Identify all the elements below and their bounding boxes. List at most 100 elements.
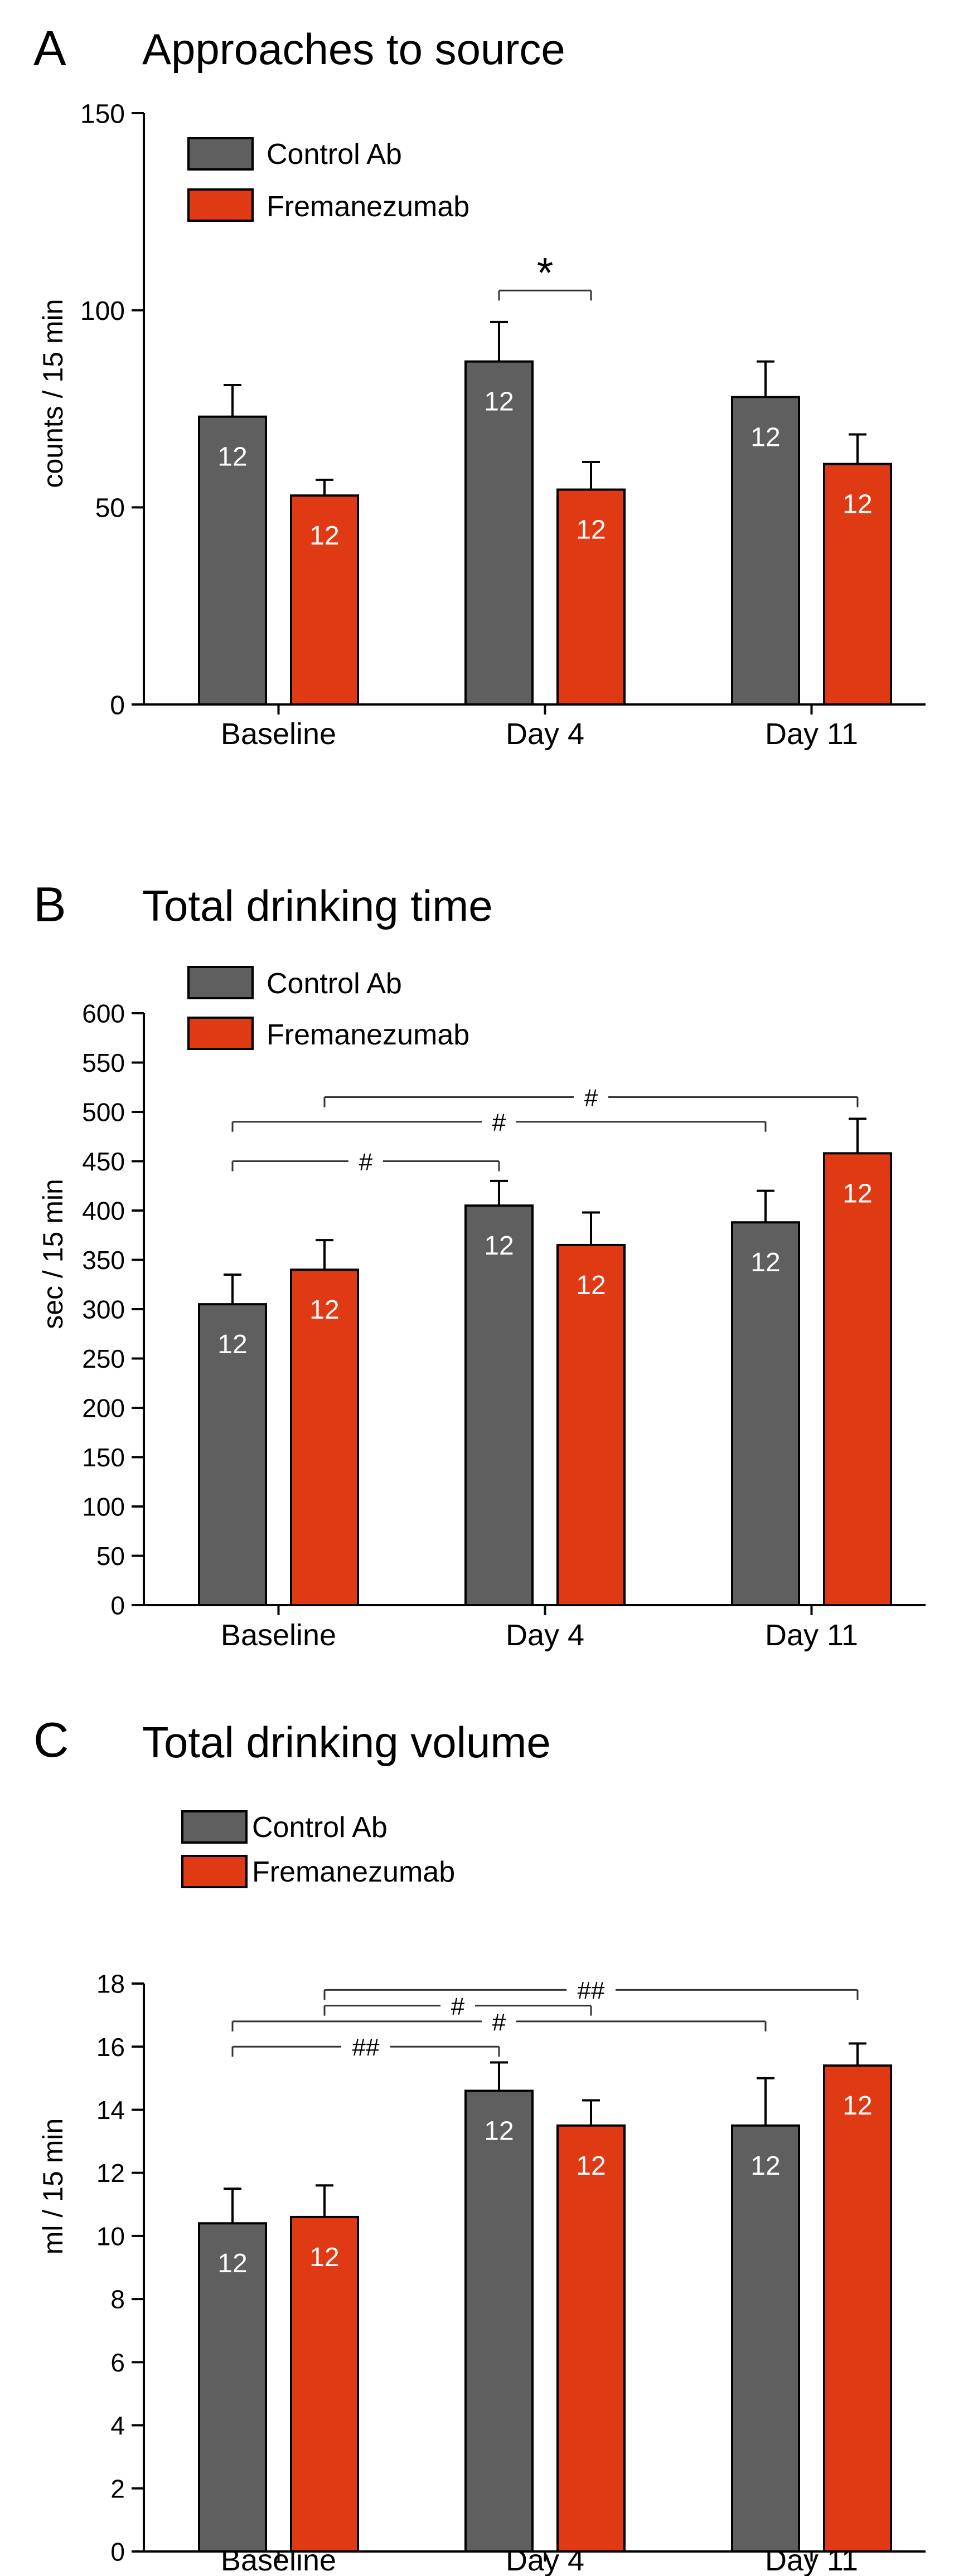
panel-c-bar: [823, 2064, 892, 2553]
panel-b-sig-label: #: [584, 1084, 598, 1111]
panel-b-legend-swatch-fremanezumab: [187, 1017, 254, 1050]
panel-b-bar: [823, 1152, 892, 1607]
panel-a-bar: [198, 415, 267, 706]
panel-b-bar: [464, 1204, 534, 1606]
panel-a-legend-label-fremanezumab: Fremanezumab: [267, 191, 469, 223]
panel-b-legend-label-control: Control Ab: [267, 968, 402, 1000]
panel-b-plot: 0 50 100 150 200 250 300 350 400 450 500 550 600 Base…: [82, 999, 926, 1652]
panel-b-ytick-label: 400: [82, 1197, 125, 1226]
panel-b-category-label: Day 4: [506, 1618, 584, 1652]
panel-c-legend-label-fremanezumab: Fremanezumab: [252, 1856, 455, 1888]
panel-c-sig-label: #: [451, 1992, 465, 2020]
panel-a-bar: [823, 463, 892, 706]
panel-b-n-label: 12: [576, 1271, 606, 1300]
panel-a-n-label: 12: [217, 443, 247, 472]
panel-a-n-label: 12: [576, 516, 606, 545]
panel-a-sig-label: *: [537, 249, 554, 297]
panel-c-bar: [290, 2215, 359, 2553]
panel-c: C Total drinking volume ml / 15 min Cont…: [33, 1712, 926, 2576]
panel-a-bar: [731, 396, 800, 706]
panel-b-bar: [290, 1268, 359, 1606]
panel-a-legend-label-control: Control Ab: [267, 138, 402, 171]
panel-b-ytick-label: 300: [82, 1295, 125, 1324]
panel-c-ytick-label: 4: [110, 2411, 125, 2440]
panel-a-legend: Control Ab Fremanezumab: [187, 137, 469, 223]
panel-b-ylabel: sec / 15 min: [37, 1179, 69, 1329]
panel-c-ytick-label: 12: [96, 2159, 125, 2188]
panel-b-legend-label-fremanezumab: Fremanezumab: [267, 1019, 469, 1051]
panel-b-ytick-label: 550: [82, 1048, 125, 1077]
panel-c-n-label: 12: [484, 2116, 514, 2146]
panel-c-n-label: 12: [309, 2243, 339, 2272]
panel-c-ytick-label: 2: [110, 2474, 125, 2503]
panel-b-bar: [198, 1303, 267, 1606]
panel-a-n-label: 12: [484, 387, 514, 417]
panel-a-category-label: Baseline: [221, 717, 336, 751]
panel-c-ytick-label: 0: [110, 2538, 125, 2567]
panel-b-n-label: 12: [217, 1330, 247, 1359]
panel-c-ylabel: ml / 15 min: [37, 2118, 69, 2255]
panel-a-plot: 0 50 100 150 Baseline Day 4 Day 11 12 12 12 12 12 12…: [80, 99, 926, 751]
panel-c-ytick-label: 6: [110, 2348, 125, 2377]
panel-a-n-label: 12: [750, 422, 780, 452]
panel-c-n-label: 12: [217, 2249, 247, 2278]
panel-c-bar: [556, 2124, 626, 2553]
panel-a-category-label: Day 11: [765, 717, 858, 751]
panel-c-bar: [731, 2124, 800, 2553]
panel-b-legend-swatch-control: [187, 966, 254, 999]
panel-b-ytick-label: 450: [82, 1147, 125, 1176]
panel-a-category-label: Day 4: [506, 717, 584, 751]
panel-c-n-label: 12: [750, 2151, 780, 2181]
panel-b-ytick-label: 250: [82, 1344, 125, 1373]
panel-a-bar: [464, 360, 534, 706]
panel-b-ytick-label: 50: [96, 1542, 125, 1571]
panel-a-ylabel: counts / 15 min: [37, 299, 69, 488]
panel-c-sig-label: ##: [352, 2034, 380, 2061]
panel-b-ytick-label: 100: [82, 1493, 125, 1522]
panel-c-letter: C: [33, 1712, 69, 1767]
panel-c-legend-swatch-control: [181, 1810, 248, 1844]
panel-a-letter: A: [33, 21, 66, 76]
panel-c-legend: Control Ab Fremanezumab: [181, 1810, 455, 1888]
panel-a-n-label: 12: [309, 521, 339, 551]
panel-c-ytick-label: 8: [110, 2285, 125, 2314]
panel-c-sig-label: #: [492, 2009, 506, 2036]
panel-b-n-label: 12: [309, 1295, 339, 1325]
panel-b-title: Total drinking time: [142, 881, 493, 930]
panel-c-ytick-label: 18: [96, 1970, 125, 1999]
panel-c-legend-swatch-fremanezumab: [181, 1855, 248, 1888]
panel-c-sig-label: ##: [578, 1977, 605, 2004]
panel-a-ytick-label: 0: [110, 691, 125, 720]
panel-c-bar: [464, 2089, 534, 2553]
panel-b-n-label: 12: [842, 1179, 872, 1208]
panel-a-ytick-label: 100: [80, 297, 125, 326]
panel-c-legend-label-control: Control Ab: [252, 1811, 388, 1844]
panel-b-ytick-label: 600: [82, 999, 125, 1028]
panel-a-bar: [290, 494, 359, 706]
panel-b-legend: Control Ab Fremanezumab: [187, 966, 469, 1051]
panel-c-bar: [198, 2222, 267, 2553]
panel-a-legend-swatch-fremanezumab: [187, 188, 254, 222]
panel-b-ytick-label: 500: [82, 1098, 125, 1127]
panel-a-ytick-label: 150: [80, 99, 125, 129]
panel-b-sig-label: #: [359, 1148, 373, 1175]
panel-b-n-label: 12: [484, 1231, 514, 1261]
panel-b-ytick-label: 0: [110, 1591, 125, 1620]
panel-a-title: Approaches to source: [142, 25, 565, 74]
panel-a: A Approaches to source counts / 15 min C…: [33, 21, 926, 751]
panel-c-ytick-label: 14: [96, 2096, 125, 2125]
panel-b-letter: B: [33, 877, 66, 932]
panel-c-ytick-label: 16: [96, 2033, 125, 2062]
panel-a-ytick-label: 50: [95, 494, 125, 523]
panel-b-sig-label: #: [492, 1109, 506, 1136]
panel-b-bar: [731, 1221, 800, 1606]
panel-c-n-label: 12: [576, 2151, 606, 2181]
panel-b-n-label: 12: [750, 1248, 780, 1277]
panel-b: B Total drinking time sec / 15 min Contr…: [33, 877, 926, 1652]
panel-c-n-label: 12: [842, 2091, 872, 2121]
panel-b-ytick-label: 200: [82, 1394, 125, 1423]
panel-b-category-label: Baseline: [221, 1618, 336, 1652]
panel-c-ytick-label: 10: [96, 2222, 125, 2251]
